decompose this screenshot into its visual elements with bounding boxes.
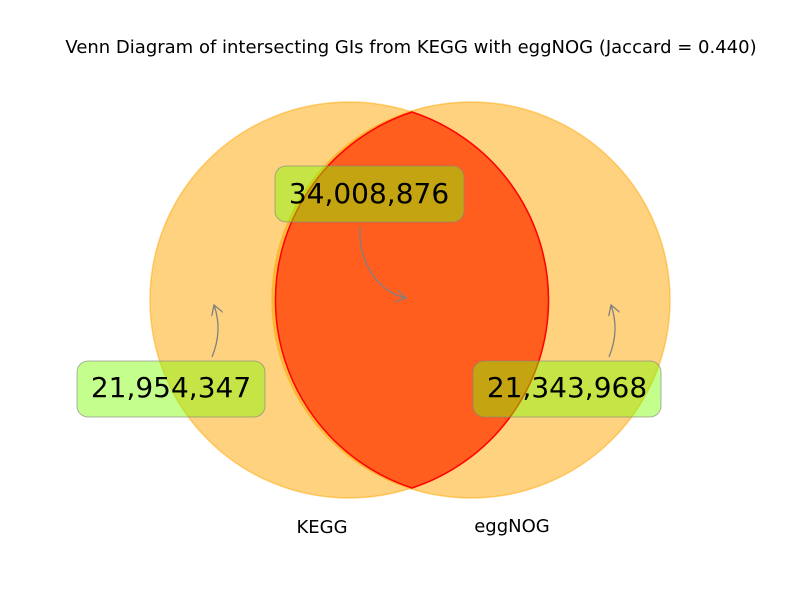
kegg-only-callout-box (76, 360, 266, 418)
kegg-label: KEGG (296, 517, 347, 538)
eggnog-only-count: 21,343,968 (487, 371, 647, 404)
intersection-count: 34,008,876 (289, 177, 449, 210)
eggnog-only-callout-box (472, 360, 662, 418)
kegg-only-count: 21,954,347 (91, 371, 251, 404)
kegg-only-arrow (212, 305, 218, 358)
intersection-callout-box (274, 165, 465, 223)
eggnog-only-arrow (609, 305, 615, 358)
diagram-title: Venn Diagram of intersecting GIs from KE… (65, 37, 756, 58)
intersection-arrow (359, 226, 406, 298)
intersection-region (274, 111, 550, 489)
eggnog-label: eggNOG (474, 516, 550, 537)
